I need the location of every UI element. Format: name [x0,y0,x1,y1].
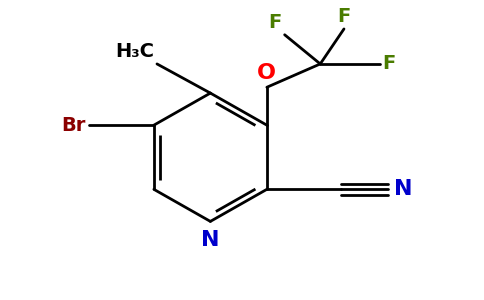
Text: Br: Br [61,116,86,135]
Text: F: F [382,54,396,74]
Text: F: F [269,13,282,32]
Text: N: N [201,230,220,250]
Text: H₃C: H₃C [115,42,154,61]
Text: F: F [337,7,350,26]
Text: N: N [394,179,413,199]
Text: O: O [257,63,276,83]
